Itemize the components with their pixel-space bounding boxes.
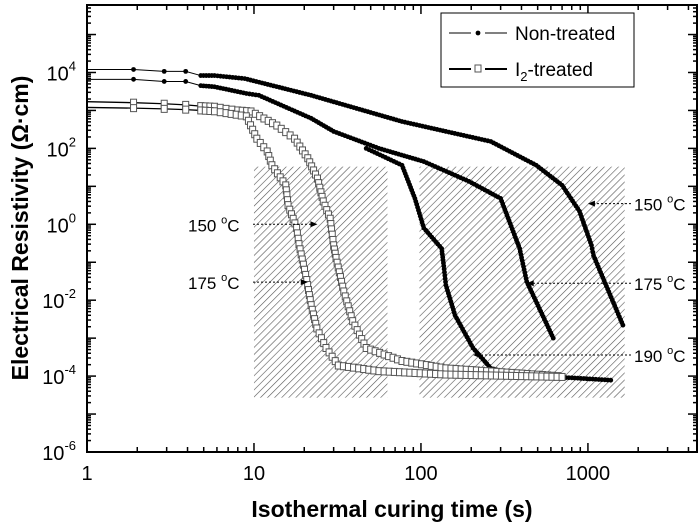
annotation-label: 175 oC (188, 272, 240, 293)
arrowhead-icon (526, 280, 534, 287)
legend-label-rest: -treated (528, 60, 593, 81)
arrowhead-icon (473, 351, 481, 358)
legend-box (440, 12, 635, 88)
y-tick-base: 10 (47, 63, 69, 85)
arrowhead-icon (587, 200, 595, 207)
legend: Non-treated I2-treated (440, 12, 635, 88)
legend-label-non-treated: Non-treated (515, 24, 615, 45)
annotation-value: 190 (634, 347, 667, 366)
annotation-value: 150 (188, 216, 221, 235)
data-point (183, 68, 189, 74)
x-tick-labels: 1 10 100 1000 (81, 463, 610, 485)
y-tick-base: 10 (47, 215, 69, 237)
y-tick-label: 10-6 (42, 438, 76, 465)
degree-superscript: o (667, 194, 673, 206)
data-point (161, 68, 167, 74)
x-tick-label: 10 (243, 463, 265, 485)
annotation-3: 175 oC (526, 273, 686, 294)
y-tick-base: 10 (42, 367, 64, 389)
axis-ticks (86, 4, 697, 453)
y-tick-exponent: 4 (69, 58, 76, 73)
annotation-unit: C (673, 196, 685, 215)
annotation-value: 175 (188, 274, 221, 293)
data-point (620, 322, 626, 328)
y-tick-label: 10-4 (42, 362, 76, 389)
x-tick-label: 100 (404, 463, 437, 485)
annotation-label: 175 oC (634, 273, 686, 294)
legend-label-subscript: 2 (520, 69, 527, 84)
data-point (608, 377, 614, 383)
y-tick-label: 100 (47, 210, 76, 237)
data-point (182, 105, 190, 114)
annotation-unit: C (673, 347, 685, 366)
series-i2-treated-175 (86, 104, 566, 381)
x-tick-label: 1 (81, 463, 92, 485)
open-square-marker-icon (474, 64, 482, 73)
y-tick-label: 104 (47, 58, 76, 85)
annotation-unit: C (227, 216, 239, 235)
annotation-unit: C (673, 275, 685, 294)
annotation-1: 175 oC (188, 272, 308, 293)
y-tick-exponent: -2 (64, 286, 76, 301)
annotation-unit: C (227, 274, 239, 293)
arrowhead-icon (310, 221, 318, 228)
y-tick-base: 10 (42, 291, 64, 313)
y-tick-label: 102 (47, 134, 76, 161)
annotation-value: 175 (634, 275, 667, 294)
y-tick-exponent: 0 (69, 210, 76, 225)
legend-label-i2-treated: I2-treated (515, 60, 593, 84)
y-tick-exponent: -4 (64, 362, 76, 377)
data-point (161, 79, 167, 84)
series-non-treated-150 (87, 67, 626, 328)
degree-superscript: o (667, 345, 673, 357)
y-tick-label: 10-2 (42, 286, 76, 313)
annotation-value: 150 (634, 196, 667, 215)
annotation-label: 150 oC (188, 214, 240, 235)
y-axis-title: Electrical Resistivity (Ω·cm) (7, 76, 33, 381)
y-tick-base: 10 (47, 139, 69, 161)
annotation-label: 150 oC (634, 194, 686, 215)
data-point (210, 107, 218, 116)
y-tick-exponent: 2 (69, 134, 76, 149)
data-point (130, 104, 138, 113)
legend-item-non-treated: Non-treated (449, 24, 615, 45)
y-tick-base: 10 (42, 443, 64, 465)
degree-superscript: o (667, 273, 673, 285)
legend-label-main: I (515, 60, 520, 81)
data-point (131, 67, 136, 72)
data-point (131, 76, 136, 82)
data-point (183, 79, 189, 84)
degree-superscript: o (221, 214, 227, 226)
x-tick-label: 1000 (566, 463, 611, 485)
hatched-region (419, 166, 625, 398)
degree-superscript: o (221, 272, 227, 284)
annotation-0: 150 oC (188, 214, 318, 235)
annotation-label: 190 oC (634, 345, 686, 366)
data-point (160, 104, 168, 113)
annotation-2: 150 oC (587, 194, 686, 215)
data-point (558, 372, 566, 381)
data-point (216, 108, 224, 117)
y-tick-exponent: -6 (64, 438, 76, 453)
annotation-4: 190 oC (473, 345, 686, 366)
arrowhead-icon (300, 279, 308, 286)
data-series (86, 67, 626, 383)
x-axis-title: Isothermal curing time (s) (251, 496, 532, 522)
filled-circle-marker-icon (475, 30, 481, 36)
data-point (550, 335, 556, 341)
legend-item-i2-treated: I2-treated (449, 60, 593, 84)
